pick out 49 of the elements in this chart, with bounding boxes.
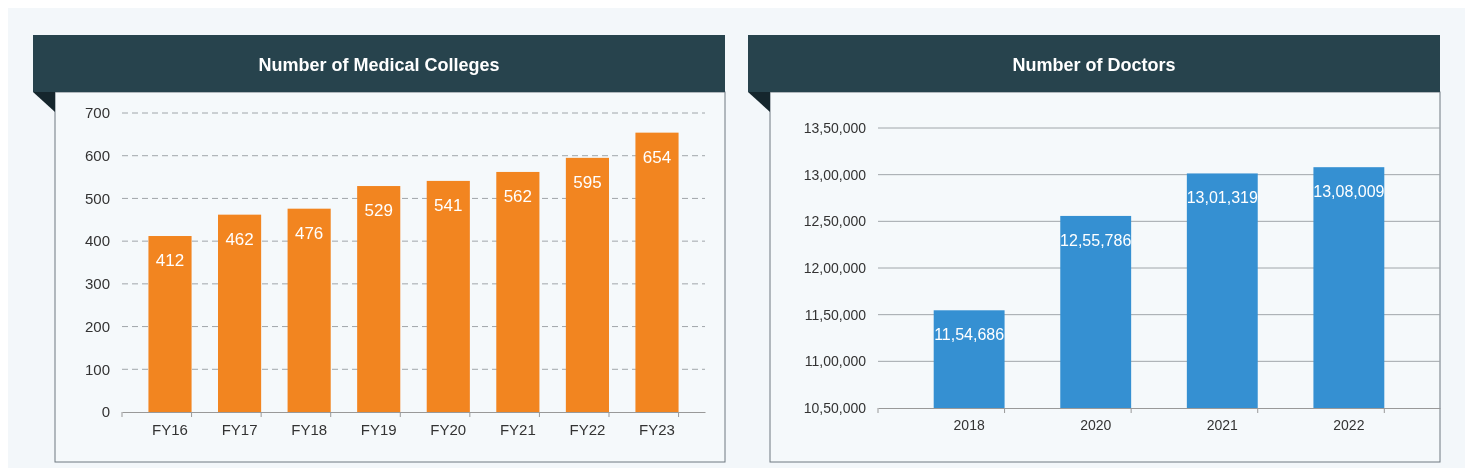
x-tick-label: FY23 (639, 420, 675, 438)
x-tick-label: FY16 (152, 420, 188, 438)
bar (565, 157, 609, 412)
bar (357, 186, 401, 412)
y-tick-label: 0 (101, 403, 110, 421)
data-label: 654 (642, 147, 672, 167)
data-label: 595 (573, 172, 602, 192)
y-tick-label: 400 (84, 232, 110, 250)
y-tick-label: 12,00,000 (803, 259, 867, 276)
x-tick-label: FY20 (430, 420, 467, 438)
bar (635, 132, 679, 412)
bar (218, 214, 262, 412)
bar (496, 171, 540, 412)
data-label: 562 (503, 186, 533, 206)
bar (426, 180, 470, 412)
y-tick-label: 13,50,000 (803, 119, 867, 136)
data-label: 529 (364, 201, 393, 221)
bar (287, 208, 331, 412)
x-tick-label: 2021 (1206, 416, 1239, 433)
x-tick-label: FY19 (360, 420, 397, 438)
data-label: 476 (294, 223, 324, 243)
chart-title: Number of Doctors (1012, 55, 1176, 75)
x-tick-label: FY17 (221, 420, 258, 438)
y-tick-label: 700 (84, 104, 110, 122)
data-label: 11,54,686 (934, 326, 1005, 344)
x-tick-label: 2022 (1333, 416, 1365, 433)
x-tick-label: FY21 (499, 420, 536, 438)
data-label: 541 (434, 195, 463, 215)
y-tick-label: 11,50,000 (804, 306, 867, 323)
y-tick-label: 300 (84, 275, 110, 293)
data-label: 12,55,786 (1060, 231, 1132, 249)
data-label: 412 (155, 251, 185, 271)
data-label: 13,08,009 (1313, 183, 1385, 201)
x-tick-label: FY22 (569, 420, 606, 438)
x-tick-label: 2018 (953, 416, 985, 433)
y-tick-label: 600 (84, 147, 110, 165)
y-tick-label: 200 (84, 317, 110, 335)
y-tick-label: 11,00,000 (804, 353, 867, 370)
data-label: 462 (225, 229, 254, 249)
x-tick-label: FY18 (291, 420, 328, 438)
y-tick-label: 12,50,000 (803, 213, 867, 230)
y-tick-label: 100 (84, 360, 110, 378)
y-tick-label: 13,00,000 (803, 166, 867, 183)
x-tick-label: 2020 (1080, 416, 1112, 433)
data-label: 13,01,319 (1186, 189, 1258, 207)
chart-title: Number of Medical Colleges (258, 55, 500, 75)
y-tick-label: 10,50,000 (803, 399, 867, 416)
bar (148, 236, 192, 412)
y-tick-label: 500 (84, 189, 110, 207)
